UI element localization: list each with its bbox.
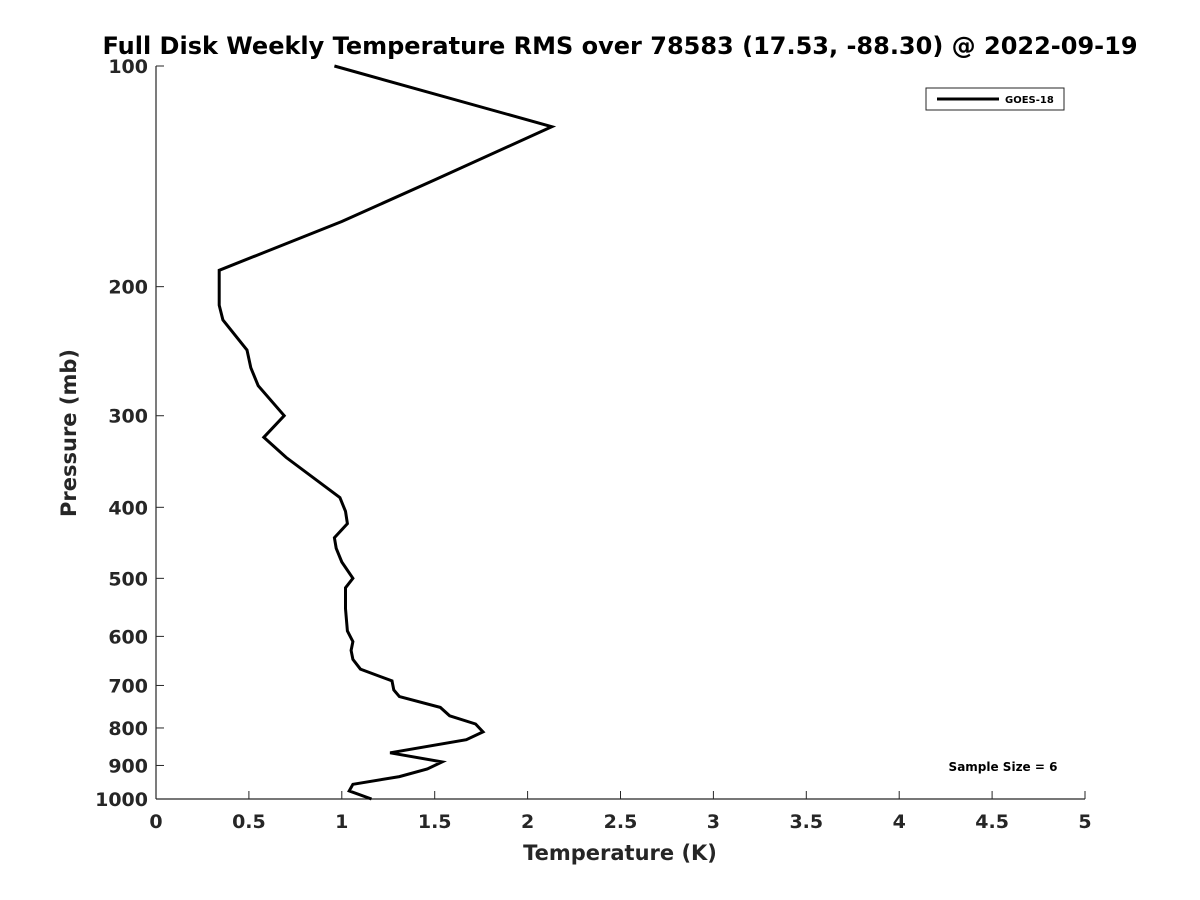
x-tick-label: 3.5 bbox=[789, 811, 823, 833]
y-axis-label: Pressure (mb) bbox=[57, 349, 81, 517]
y-tick-label: 700 bbox=[108, 675, 148, 697]
x-tick-label: 4 bbox=[893, 811, 906, 833]
y-tick-label: 600 bbox=[108, 626, 148, 648]
x-tick-label: 0.5 bbox=[232, 811, 266, 833]
x-tick-label: 3 bbox=[707, 811, 720, 833]
y-axis-ticks: 100 200 300 400 500 600 700 800 900 1000 bbox=[95, 56, 164, 811]
y-tick-label: 200 bbox=[108, 277, 148, 299]
chart-title: Full Disk Weekly Temperature RMS over 78… bbox=[102, 32, 1137, 60]
x-tick-label: 1 bbox=[335, 811, 348, 833]
y-tick-label: 800 bbox=[108, 718, 148, 740]
x-tick-label: 2 bbox=[521, 811, 534, 833]
x-tick-label: 5 bbox=[1078, 811, 1091, 833]
x-tick-label: 0 bbox=[149, 811, 162, 833]
y-tick-label: 1000 bbox=[95, 789, 148, 811]
sample-size-annotation: Sample Size = 6 bbox=[949, 760, 1058, 774]
x-tick-label: 2.5 bbox=[604, 811, 638, 833]
series-layer bbox=[217, 64, 557, 801]
legend-entry-goes-18: GOES-18 bbox=[1005, 95, 1054, 106]
x-axis-label: Temperature (K) bbox=[523, 841, 717, 865]
x-tick-label: 1.5 bbox=[418, 811, 452, 833]
y-tick-label: 900 bbox=[108, 755, 148, 777]
axes bbox=[155, 66, 1085, 800]
series-line-goes-18 bbox=[217, 64, 557, 801]
y-tick-label: 100 bbox=[108, 56, 148, 78]
x-tick-label: 4.5 bbox=[975, 811, 1009, 833]
x-axis-ticks: 0 0.5 1 1.5 2 2.5 3 3.5 4 4.5 5 bbox=[149, 791, 1092, 833]
y-tick-label: 400 bbox=[108, 497, 148, 519]
y-tick-label: 300 bbox=[108, 406, 148, 428]
legend: GOES-18 bbox=[925, 87, 1065, 111]
y-tick-label: 500 bbox=[108, 568, 148, 590]
